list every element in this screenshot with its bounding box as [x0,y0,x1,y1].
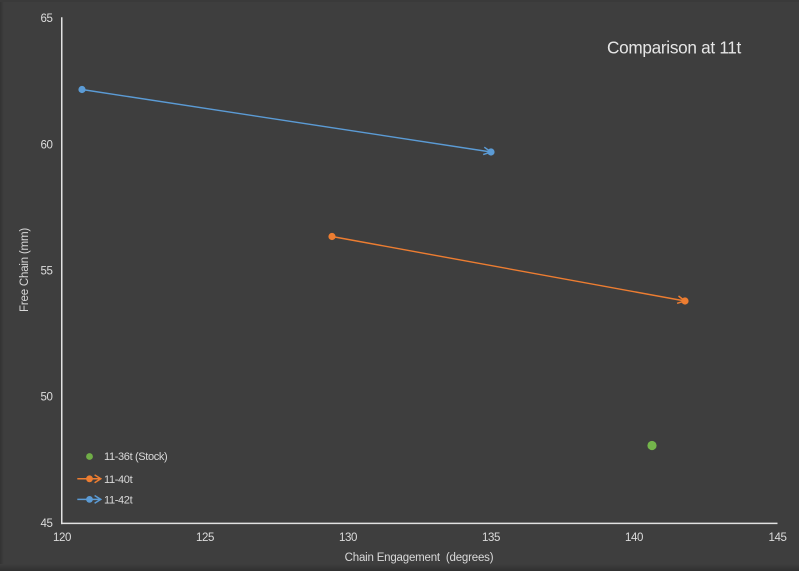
svg-text:Comparison at 11t: Comparison at 11t [607,38,742,58]
svg-text:11-36t (Stock): 11-36t (Stock) [104,451,167,463]
svg-text:11-42t: 11-42t [104,494,133,506]
svg-text:55: 55 [41,266,53,278]
svg-text:135: 135 [482,532,500,544]
svg-text:50: 50 [41,392,53,404]
svg-text:Chain Engagement (degrees): Chain Engagement (degrees) [345,552,494,564]
svg-text:65: 65 [41,13,53,25]
svg-text:Free Chain (mm): Free Chain (mm) [19,228,31,312]
svg-text:45: 45 [41,518,53,530]
svg-text:120: 120 [53,532,71,544]
svg-text:125: 125 [196,532,214,544]
svg-text:11-40t: 11-40t [104,474,133,486]
svg-text:140: 140 [625,532,643,544]
svg-text:130: 130 [339,532,357,544]
svg-text:60: 60 [41,140,53,152]
svg-text:145: 145 [769,532,787,544]
